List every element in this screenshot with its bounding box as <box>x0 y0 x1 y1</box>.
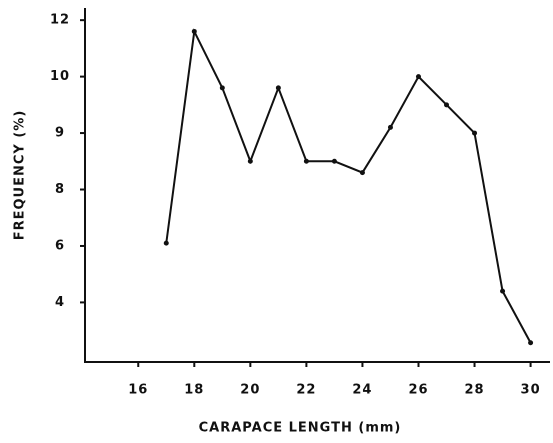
point <box>528 340 534 346</box>
x-tick-label: 26 <box>408 383 428 398</box>
y-tick-label: 9 <box>55 126 65 141</box>
y-axis-label: FREQUENCY (%) <box>13 110 28 241</box>
point <box>191 28 197 34</box>
point <box>472 130 478 136</box>
x-axis-label: CARAPACE LENGTH (mm) <box>199 421 402 436</box>
x-tick-label: 24 <box>352 383 372 398</box>
x-tick-label: 16 <box>128 383 148 398</box>
point <box>444 102 450 108</box>
x-tick-label: 20 <box>240 383 260 398</box>
y-tick-label: 10 <box>50 69 70 84</box>
x-tick-label: 30 <box>521 383 541 398</box>
y-tick-label: 8 <box>55 182 65 197</box>
line <box>165 28 532 344</box>
y-tick-label: 4 <box>55 295 65 310</box>
x-tick-label: 28 <box>464 383 484 398</box>
point <box>387 124 393 130</box>
y-tick-label: 12 <box>50 13 70 28</box>
point <box>359 170 365 176</box>
point <box>415 74 421 80</box>
point <box>500 288 506 294</box>
x-tick-label: 18 <box>184 383 204 398</box>
point <box>219 85 225 91</box>
point <box>247 158 253 164</box>
point <box>331 158 337 164</box>
point <box>303 158 309 164</box>
point <box>275 85 281 91</box>
y-tick-label: 6 <box>55 238 65 253</box>
x-tick-label: 22 <box>296 383 316 398</box>
point <box>163 240 169 246</box>
